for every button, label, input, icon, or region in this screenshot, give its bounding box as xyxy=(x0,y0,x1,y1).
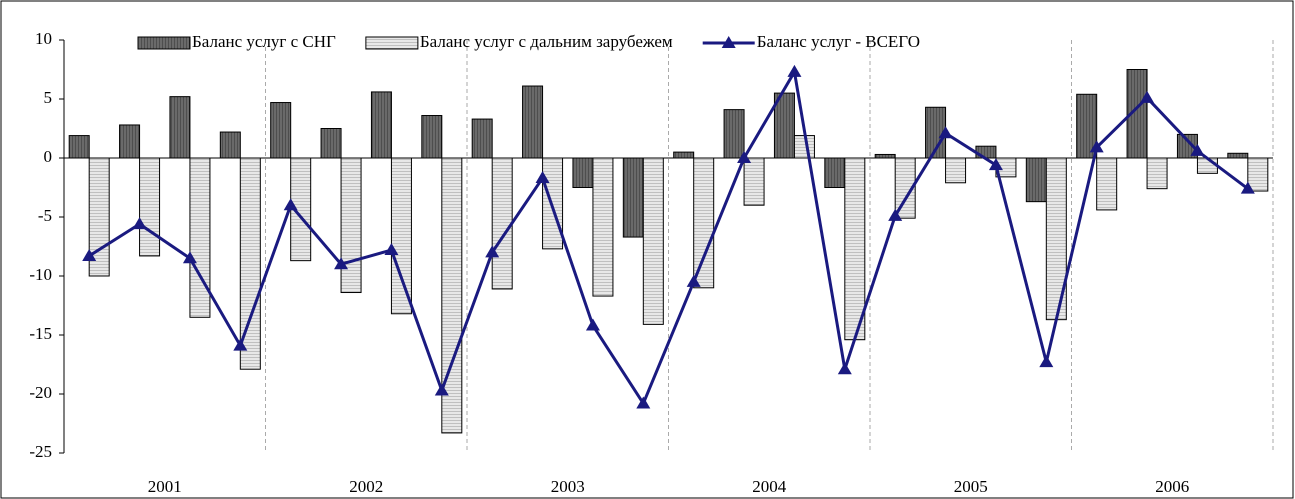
y-tick-label: 5 xyxy=(44,88,53,107)
bar xyxy=(1196,157,1218,174)
line-marker xyxy=(787,64,802,77)
y-tick-label: -15 xyxy=(29,324,52,343)
bar xyxy=(1227,152,1249,159)
bar xyxy=(622,157,644,238)
bar xyxy=(824,157,846,188)
bar xyxy=(642,157,664,325)
bar xyxy=(491,157,513,290)
bar xyxy=(723,109,745,159)
line-marker xyxy=(434,383,449,396)
bar xyxy=(1247,157,1269,192)
line-marker xyxy=(888,208,903,221)
bar xyxy=(894,157,916,219)
y-tick-label: -20 xyxy=(29,383,52,402)
bar xyxy=(421,115,443,159)
bar xyxy=(1146,157,1168,190)
line-marker xyxy=(283,198,298,211)
bar xyxy=(1025,157,1047,203)
bar xyxy=(975,145,997,159)
bar xyxy=(572,157,594,188)
bar xyxy=(471,118,493,159)
bar xyxy=(592,157,614,297)
x-group-label: 2003 xyxy=(551,477,585,496)
bar xyxy=(340,157,362,294)
line-marker xyxy=(535,171,550,184)
bar xyxy=(68,135,90,159)
bar xyxy=(1126,69,1148,159)
bar xyxy=(673,151,695,159)
bar xyxy=(1076,93,1098,159)
x-group-label: 2004 xyxy=(752,477,787,496)
legend-label: Баланс услуг - ВСЕГО xyxy=(757,32,920,51)
bar xyxy=(441,157,463,434)
x-group-label: 2002 xyxy=(349,477,383,496)
bar xyxy=(945,157,967,184)
bar xyxy=(189,157,211,318)
line-marker xyxy=(1089,140,1104,153)
bar xyxy=(1096,157,1118,211)
line xyxy=(88,67,1249,407)
line-marker xyxy=(737,151,752,163)
bar xyxy=(169,96,191,159)
legend-swatch xyxy=(721,36,736,48)
x-group-label: 2001 xyxy=(148,477,182,496)
x-group-label: 2005 xyxy=(954,477,988,496)
line-marker xyxy=(485,245,500,258)
line-marker xyxy=(686,274,701,287)
line-marker xyxy=(585,318,600,331)
bar xyxy=(239,157,261,370)
bar xyxy=(320,128,342,159)
bar xyxy=(139,157,161,257)
y-tick-label: -25 xyxy=(29,442,52,461)
line-marker xyxy=(233,338,248,351)
bar xyxy=(773,92,795,159)
line-marker xyxy=(636,396,651,409)
bar xyxy=(270,102,292,159)
bar xyxy=(844,157,866,341)
line-marker xyxy=(1039,355,1054,368)
x-group-label: 2006 xyxy=(1155,477,1189,496)
y-tick-label: -10 xyxy=(29,265,52,284)
bar xyxy=(693,157,715,289)
line-marker xyxy=(82,248,97,261)
y-tick-label: 0 xyxy=(44,147,53,166)
bar xyxy=(874,153,896,159)
bar xyxy=(522,85,544,159)
legend-label: Баланс услуг с дальним зарубежем xyxy=(420,32,673,51)
bar xyxy=(743,157,765,206)
legend-label: Баланс услуг с СНГ xyxy=(192,32,336,51)
line-marker xyxy=(938,126,953,139)
legend-swatch xyxy=(365,36,419,50)
legend-swatch xyxy=(137,36,191,50)
line-marker xyxy=(132,217,147,230)
bar xyxy=(119,124,141,159)
line-marker xyxy=(1190,143,1205,156)
y-tick-label: 10 xyxy=(35,29,52,48)
line-marker xyxy=(384,243,399,256)
y-tick-label: -5 xyxy=(38,206,52,225)
bar xyxy=(390,157,412,315)
line-marker xyxy=(182,251,197,264)
line-marker xyxy=(988,158,1003,171)
line-marker xyxy=(334,257,349,270)
bar xyxy=(370,91,392,159)
bar xyxy=(219,131,241,159)
line-marker xyxy=(837,362,852,375)
line-marker xyxy=(1240,181,1255,194)
line-marker xyxy=(1140,90,1155,103)
